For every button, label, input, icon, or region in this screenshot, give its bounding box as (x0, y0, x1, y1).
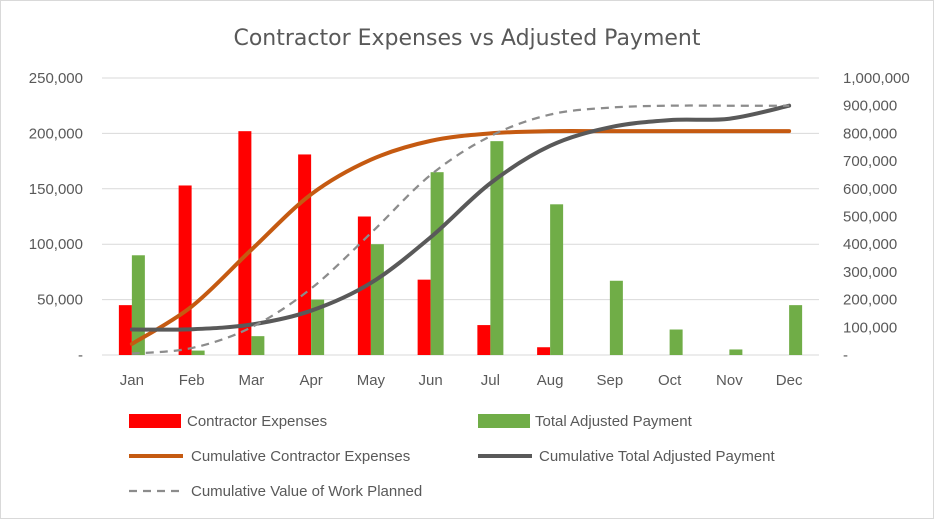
x-axis-tick-label: Apr (299, 372, 322, 389)
right-axis-tick-label: 500,000 (843, 209, 897, 226)
x-axis-tick-label: Nov (716, 372, 743, 389)
right-axis-tick-label: 700,000 (843, 153, 897, 170)
x-axis-tick-label: Jan (120, 372, 144, 389)
legend-label: Total Adjusted Payment (535, 413, 693, 430)
series-line (129, 129, 792, 346)
series-line (131, 104, 790, 355)
legend-label: Cumulative Value of Work Planned (191, 483, 422, 500)
bar (669, 329, 683, 355)
legend-label: Contractor Expenses (187, 413, 327, 430)
x-axis-tick-label: Feb (179, 372, 205, 389)
bar (477, 325, 491, 355)
legend-label: Cumulative Contractor Expenses (191, 448, 410, 465)
bar (238, 131, 252, 355)
bar (789, 305, 803, 355)
bar (370, 244, 384, 355)
bar (729, 349, 743, 355)
x-axis-tick-label: Jul (481, 372, 500, 389)
bar (490, 141, 504, 355)
left-axis-tick-label: 200,000 (29, 125, 83, 142)
legend-swatch (129, 414, 181, 428)
right-axis-tick-label: 100,000 (843, 319, 897, 336)
bar (537, 347, 551, 355)
bar (311, 299, 325, 355)
left-axis-tick-label: 150,000 (29, 181, 83, 198)
bar (430, 172, 444, 355)
left-axis-tick-label: - (78, 347, 83, 364)
gridlines (102, 77, 819, 356)
series-line (129, 103, 792, 332)
right-axis-ticks: - 100,000 200,000 300,000 400,000 500,000 600,… (843, 70, 910, 364)
legend: Contractor Expenses Total Adjusted Paymen… (129, 413, 776, 500)
line-series-group (129, 103, 792, 355)
legend-swatch (478, 414, 530, 428)
bar (191, 350, 205, 355)
right-axis-tick-label: 600,000 (843, 181, 897, 198)
left-axis-tick-label: 50,000 (37, 292, 83, 309)
x-axis-tick-label: Dec (776, 372, 803, 389)
x-axis-tick-label: May (357, 372, 386, 389)
legend-label: Cumulative Total Adjusted Payment (539, 448, 776, 465)
bar (417, 279, 431, 355)
x-axis-tick-label: Jun (419, 372, 443, 389)
x-axis-tick-label: Sep (597, 372, 624, 389)
bar (118, 305, 132, 355)
right-axis-tick-label: 400,000 (843, 236, 897, 253)
bar (609, 280, 623, 355)
x-axis-ticks: Jan Feb Mar Apr May Jun Jul Aug Sep Oct Nov Dec (120, 372, 803, 389)
right-axis-tick-label: 900,000 (843, 98, 897, 115)
bar-series-group (118, 131, 803, 355)
x-axis-tick-label: Aug (537, 372, 564, 389)
chart-title: Contractor Expenses vs Adjusted Payment (233, 26, 700, 51)
x-axis-tick-label: Mar (238, 372, 264, 389)
bar (251, 336, 265, 355)
bar (550, 204, 564, 355)
right-axis-tick-label: 200,000 (843, 292, 897, 309)
right-axis-tick-label: 300,000 (843, 264, 897, 281)
right-axis-tick-label: - (843, 347, 848, 364)
left-axis-tick-label: 250,000 (29, 70, 83, 87)
left-axis-ticks: - 50,000 100,000 150,000 200,000 250,000 (29, 70, 83, 364)
right-axis-tick-label: 800,000 (843, 125, 897, 142)
right-axis-tick-label: 1,000,000 (843, 70, 910, 87)
x-axis-tick-label: Oct (658, 372, 682, 389)
bar (298, 154, 312, 355)
left-axis-tick-label: 100,000 (29, 236, 83, 253)
